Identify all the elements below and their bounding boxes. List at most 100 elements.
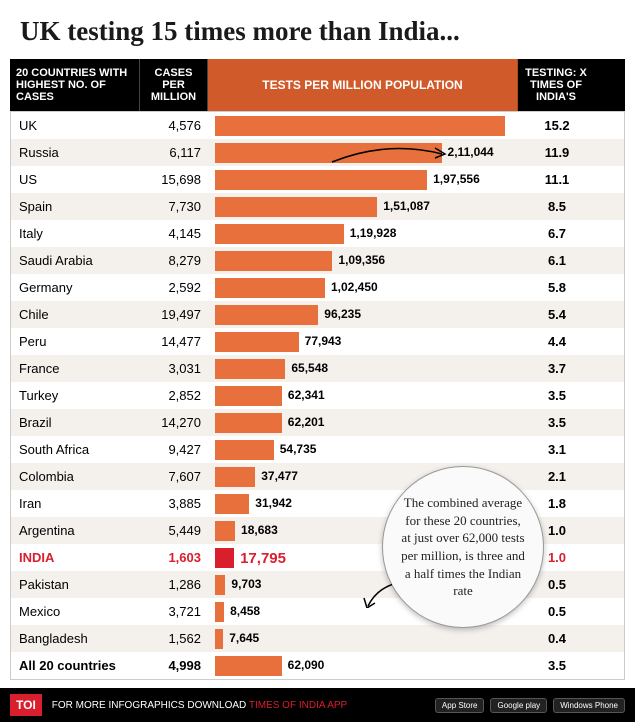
cell-times: 4.4 — [519, 328, 595, 355]
cell-country: INDIA — [11, 544, 141, 571]
cell-cases: 1,562 — [141, 625, 209, 652]
cell-tests: 62,090 — [209, 652, 519, 679]
bar-label: 1,97,556 — [433, 172, 480, 186]
cell-cases: 19,497 — [141, 301, 209, 328]
cell-times: 11.1 — [519, 166, 595, 193]
chart-bar — [215, 575, 225, 595]
cell-times: 3.5 — [519, 652, 595, 679]
chart-bar — [215, 386, 282, 406]
bar-label: 1,51,087 — [383, 199, 430, 213]
bar-label: 18,683 — [241, 523, 278, 537]
table-row: Chile19,49796,2355.4 — [11, 301, 624, 328]
cell-cases: 8,279 — [141, 247, 209, 274]
callout-arrow-icon — [327, 142, 447, 168]
cell-times: 11.9 — [519, 139, 595, 166]
cell-times: 3.5 — [519, 409, 595, 436]
bar-label: 54,735 — [280, 442, 317, 456]
chart-bar — [215, 332, 299, 352]
cell-cases: 3,885 — [141, 490, 209, 517]
bar-label: 1,09,356 — [338, 253, 385, 267]
cell-times: 15.2 — [519, 112, 595, 139]
bar-label: 96,235 — [324, 307, 361, 321]
cell-tests: 1,97,556 — [209, 166, 519, 193]
bar-label: 62,201 — [288, 415, 325, 429]
bar-label: 65,548 — [291, 361, 328, 375]
footer: TOI FOR MORE INFOGRAPHICS DOWNLOAD TIMES… — [0, 688, 635, 722]
chart-bar — [215, 116, 505, 136]
chart-bar — [215, 278, 325, 298]
cell-country: Iran — [11, 490, 141, 517]
table-row: Peru14,47777,9434.4 — [11, 328, 624, 355]
cell-times: 6.1 — [519, 247, 595, 274]
cell-cases: 1,603 — [141, 544, 209, 571]
cell-country: Spain — [11, 193, 141, 220]
cell-cases: 5,449 — [141, 517, 209, 544]
chart-bar — [215, 440, 274, 460]
store-badge[interactable]: Google play — [490, 698, 547, 713]
bar-label: 62,090 — [288, 658, 325, 672]
cell-times: 3.5 — [519, 382, 595, 409]
cell-times: 6.7 — [519, 220, 595, 247]
table-row: Mexico3,7218,4580.5 — [11, 598, 624, 625]
cell-cases: 6,117 — [141, 139, 209, 166]
table-row: US15,6981,97,55611.1 — [11, 166, 624, 193]
cell-tests: 62,201 — [209, 409, 519, 436]
chart-bar — [215, 359, 285, 379]
cell-country: Turkey — [11, 382, 141, 409]
cell-cases: 2,592 — [141, 274, 209, 301]
cell-cases: 14,477 — [141, 328, 209, 355]
bar-label: 62,341 — [288, 388, 325, 402]
table-row: Saudi Arabia8,2791,09,3566.1 — [11, 247, 624, 274]
table-row: All 20 countries4,998 62,090 3.5 — [11, 652, 624, 679]
chart-bar — [215, 521, 235, 541]
table-header: 20 COUNTRIES WITH HIGHEST NO. OF CASES C… — [10, 59, 625, 111]
chart-table: 20 COUNTRIES WITH HIGHEST NO. OF CASES C… — [0, 59, 635, 688]
cell-times: 0.5 — [519, 598, 595, 625]
chart-bar — [215, 305, 318, 325]
cell-times: 3.1 — [519, 436, 595, 463]
circle-callout-text: The combined average for these 20 countr… — [401, 494, 525, 599]
cell-tests: 65,548 — [209, 355, 519, 382]
cell-tests — [209, 112, 519, 139]
bar-label: 9,703 — [231, 577, 261, 591]
cell-cases: 4,145 — [141, 220, 209, 247]
bar-label: 37,477 — [261, 469, 298, 483]
cell-country: Colombia — [11, 463, 141, 490]
bar-label: 1,02,450 — [331, 280, 378, 294]
cell-country: Brazil — [11, 409, 141, 436]
cell-times: 8.5 — [519, 193, 595, 220]
cell-tests: 96,235 — [209, 301, 519, 328]
cell-country: France — [11, 355, 141, 382]
footer-text: FOR MORE INFOGRAPHICS DOWNLOAD TIMES OF … — [52, 700, 435, 711]
cell-tests: 1,51,087 — [209, 193, 519, 220]
cell-times: 3.7 — [519, 355, 595, 382]
store-badge[interactable]: Windows Phone — [553, 698, 625, 713]
cell-cases: 4,998 — [141, 652, 209, 679]
store-badge[interactable]: App Store — [435, 698, 485, 713]
cell-country: Bangladesh — [11, 625, 141, 652]
table-row: Colombia7,607 37,477 2.1 — [11, 463, 624, 490]
cell-country: Italy — [11, 220, 141, 247]
chart-bar — [215, 170, 427, 190]
cell-cases: 7,730 — [141, 193, 209, 220]
cell-country: UK — [11, 112, 141, 139]
cell-tests: 77,943 — [209, 328, 519, 355]
bar-label: 2,11,044 — [448, 145, 494, 159]
cell-cases: 7,607 — [141, 463, 209, 490]
cell-cases: 3,031 — [141, 355, 209, 382]
cell-country: All 20 countries — [11, 652, 141, 679]
col-header-cases: CASES PER MILLION — [140, 59, 208, 111]
cell-times: 2.1 — [519, 463, 595, 490]
chart-bar — [215, 548, 234, 568]
chart-bar — [215, 224, 344, 244]
footer-logo: TOI — [10, 694, 42, 716]
bar-label: 8,458 — [230, 604, 260, 618]
cell-times: 5.8 — [519, 274, 595, 301]
footer-text-highlight: TIMES OF INDIA APP — [249, 700, 347, 711]
bar-label: 1,19,928 — [350, 226, 397, 240]
chart-bar — [215, 602, 224, 622]
table-row: Russia6,1172,11,04411.9 — [11, 139, 624, 166]
page-title: UK testing 15 times more than India... — [0, 0, 635, 59]
cell-country: Germany — [11, 274, 141, 301]
bar-label: 77,943 — [305, 334, 342, 348]
